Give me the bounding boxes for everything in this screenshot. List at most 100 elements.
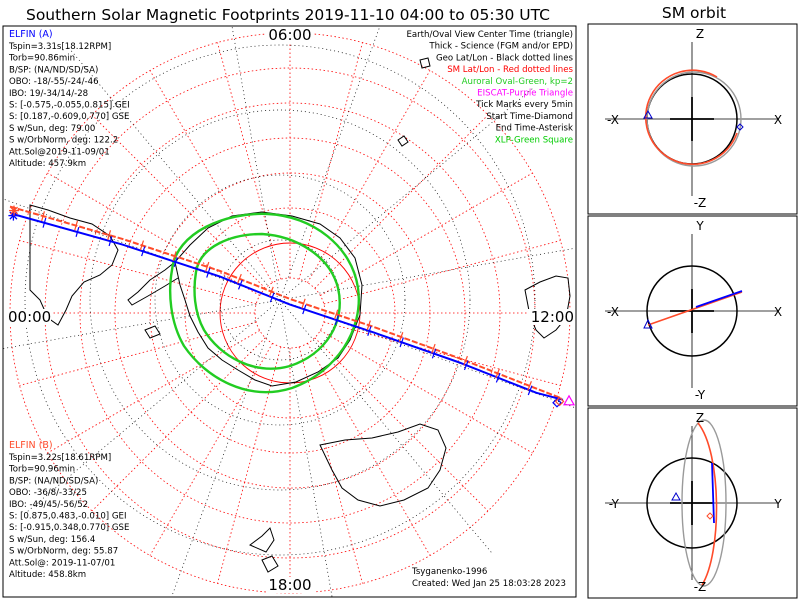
legend-entry: Thick - Science (FGM and/or EPD): [428, 42, 573, 52]
sm-latitude-circle: [184, 207, 396, 419]
orbit-axis-label: X: [774, 305, 782, 319]
sm-orbit-panels: Z -Z -X X Y -Y -X X Z -Z -Y Y: [587, 23, 798, 599]
info-line: S w/OrbNorm, deg: 55.87: [9, 547, 118, 557]
elfin-b-tick: [301, 298, 306, 309]
elfin-b-info: ELFIN (B) Tspin=3.22s[18.61RPM] Torb=90.96…: [8, 440, 129, 580]
auroral-oval: [169, 212, 361, 394]
sm-latitude-circle: [79, 102, 501, 524]
geo-grid: [3, 26, 576, 597]
elfin-b-tick: [41, 211, 45, 222]
elfin-a-tick: [367, 326, 372, 336]
elfin-b-end-asterisk: [9, 205, 19, 216]
mlt-top-bg: [266, 27, 314, 43]
sm-mlt-spoke: [91, 114, 266, 289]
antarctic-peninsula-outline: [127, 261, 179, 306]
info-line: Tspin=3.31s[18.12RPM]: [8, 42, 111, 52]
info-line: IBO: 19/-34/14/-28: [9, 89, 88, 99]
elfin-a-tick: [75, 227, 80, 237]
elfin-a-orbit-arc: [644, 69, 738, 166]
orbit-axis-label: Z: [696, 411, 704, 425]
oval-inner: [193, 232, 341, 370]
elfin-b-start-diamond: [554, 396, 565, 407]
elfin-a-tick: [399, 337, 404, 348]
mlt-left-label: 00:00: [8, 308, 51, 326]
geo-longitude-line: [231, 26, 281, 301]
orbit-view-triangle: [671, 491, 681, 501]
geo-longitude-line: [279, 299, 493, 554]
orbit-axis-label: X: [774, 113, 782, 127]
new-zealand-outline: [249, 527, 279, 573]
info-line: OBO: -36/8/-33/25: [9, 488, 87, 498]
sm-mlt-spoke: [47, 172, 260, 296]
elfin-b-tick: [172, 251, 177, 262]
elfin-b-orbit: [681, 419, 727, 587]
elfin-a-start-diamond: [552, 397, 562, 408]
sm-mlt-spoke: [323, 240, 561, 305]
elfin-b-tick: [463, 355, 468, 366]
sm-mlt-spoke: [298, 42, 363, 280]
elfin-a-tick: [237, 279, 243, 290]
polar-map: [3, 26, 576, 597]
earth-circle: [646, 265, 738, 357]
info-line: OBO: -18/-55/-24/-46: [9, 77, 99, 87]
elfin-b-track: [9, 205, 562, 400]
earth-circle: [646, 457, 738, 549]
elfin-a-tick: [334, 315, 339, 326]
islands-outline: [144, 57, 431, 339]
orbit-axis-label: -Z: [694, 196, 707, 210]
elfin-a-orbit-seg: [711, 462, 715, 524]
geo-longitude-line: [279, 247, 576, 301]
orbit-axis-label: Y: [695, 219, 704, 233]
elfin-a-tick: [173, 257, 178, 267]
sm-mlt-spoke: [217, 42, 282, 280]
sm-mlt-spoke: [320, 330, 533, 454]
orbit-view-triangle: [643, 318, 653, 329]
orbit-axis-label: Y: [773, 497, 782, 511]
continent-outlines: [29, 57, 571, 573]
elfin-b-tick: [334, 309, 339, 320]
elfin-a-tick: [269, 292, 275, 303]
info-line: S: [0.187,-0.609,0.770] GSE: [9, 112, 129, 122]
sm-mlt-spoke: [314, 337, 489, 512]
orbit-axis-label: -Y: [695, 388, 706, 402]
info-line: Altitude: 458.8km: [9, 570, 86, 580]
geo-longitude-line: [279, 299, 333, 597]
info-line: Torb=90.86min: [8, 54, 75, 64]
geo-longitude-line: [279, 26, 381, 301]
mlt-labels: 06:00 00:00 12:00 18:00: [5, 26, 574, 594]
elfin-a-orbit-line: [695, 290, 743, 308]
legend: Earth/Oval View Center Time (triangle) Th…: [406, 30, 573, 145]
elfin-b-tick: [495, 368, 500, 379]
info-line: S w/Sun, deg: 156.4: [9, 535, 95, 545]
elfin-b-tick: [527, 381, 532, 391]
orbit-start-diamond: [706, 512, 714, 520]
elfin-b-orbit: [646, 71, 742, 167]
orbit-panel: [605, 42, 779, 196]
oval-outer: [169, 212, 361, 394]
elfin-b-orbit-line: [647, 291, 743, 326]
orbit-title: SM orbit: [662, 4, 726, 22]
orbit-axis-label: Z: [696, 27, 704, 41]
sm-mlt-spoke: [307, 70, 431, 283]
sm-mlt-spoke: [298, 346, 363, 584]
mlt-right-bg: [528, 309, 574, 325]
mlt-bottom-label: 18:00: [268, 576, 311, 594]
elfin-a-tick: [108, 236, 113, 247]
orbit-view-triangle: [643, 109, 653, 119]
geo-longitude-line: [279, 299, 576, 409]
info-line: S: [-0.575,-0.055,0.815] GEI: [9, 101, 130, 111]
orbit-axis-label: -X: [607, 113, 619, 127]
info-line: S w/OrbNorm, deg: 122.2: [9, 136, 118, 146]
australia-outline: [319, 423, 447, 507]
spacecraft-name: ELFIN (A): [9, 29, 53, 40]
info-line: Altitude: 457.9km: [9, 159, 86, 169]
sm-mlt-spoke: [217, 346, 282, 584]
mlt-right-label: 12:00: [531, 308, 574, 326]
track-ticks: [41, 211, 533, 396]
info-line: IBO: -49/45/-56/52: [9, 500, 88, 510]
legend-entry: SM Lat/Lon - Red dotted lines: [447, 65, 573, 75]
info-line: Tspin=3.22s[18.61RPM]: [8, 453, 111, 463]
elfin-b-tick: [366, 320, 371, 331]
orbit-axis-label: -Z: [694, 580, 707, 594]
